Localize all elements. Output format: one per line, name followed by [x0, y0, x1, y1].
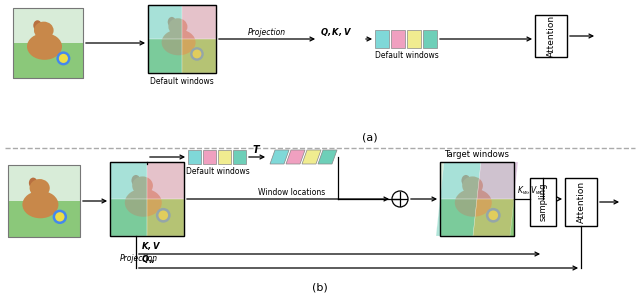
Text: Window locations: Window locations — [259, 188, 326, 197]
Ellipse shape — [29, 179, 50, 197]
Bar — [110, 162, 147, 199]
Bar — [110, 199, 147, 236]
Circle shape — [156, 208, 171, 223]
Ellipse shape — [125, 188, 162, 217]
Text: Default windows: Default windows — [375, 51, 439, 60]
Circle shape — [52, 210, 67, 224]
Bar — [148, 5, 182, 39]
Text: Default windows: Default windows — [150, 77, 214, 86]
Bar — [218, 150, 231, 164]
Text: $\bfit{Q_w}$: $\bfit{Q_w}$ — [141, 253, 156, 266]
Bar — [148, 39, 182, 73]
Text: sampling: sampling — [538, 183, 547, 221]
Polygon shape — [473, 199, 514, 236]
Ellipse shape — [29, 178, 38, 188]
Bar — [110, 162, 184, 236]
Bar — [147, 199, 184, 236]
Circle shape — [59, 54, 68, 63]
Bar — [110, 203, 184, 236]
Bar — [8, 165, 80, 201]
Bar — [182, 39, 216, 73]
Bar — [440, 162, 514, 199]
Ellipse shape — [132, 176, 153, 195]
Circle shape — [486, 208, 500, 223]
Bar — [110, 162, 184, 236]
Ellipse shape — [22, 191, 58, 218]
Ellipse shape — [168, 18, 188, 35]
Circle shape — [392, 191, 408, 207]
Bar — [565, 178, 597, 226]
Bar — [148, 5, 216, 73]
Bar — [147, 162, 184, 199]
Polygon shape — [477, 162, 518, 199]
Polygon shape — [440, 162, 481, 199]
Text: $\bfit{Q, K, V}$: $\bfit{Q, K, V}$ — [320, 26, 352, 38]
Ellipse shape — [161, 30, 196, 55]
Ellipse shape — [33, 20, 42, 31]
Bar — [391, 30, 405, 48]
Bar — [203, 150, 216, 164]
Bar — [8, 165, 80, 237]
Text: Attention: Attention — [577, 181, 586, 223]
Bar — [13, 46, 83, 78]
Bar — [423, 30, 437, 48]
Polygon shape — [318, 150, 337, 164]
Bar — [110, 162, 184, 236]
Bar — [13, 8, 83, 78]
Ellipse shape — [168, 17, 176, 27]
Bar — [188, 150, 201, 164]
Ellipse shape — [455, 188, 492, 217]
Ellipse shape — [131, 175, 140, 186]
Text: Target windows: Target windows — [445, 150, 509, 159]
Bar — [148, 5, 216, 39]
Bar — [110, 162, 184, 199]
Bar — [440, 162, 514, 236]
Ellipse shape — [34, 22, 54, 39]
Polygon shape — [286, 150, 305, 164]
Circle shape — [193, 49, 202, 58]
Text: $K_w, V_w$: $K_w, V_w$ — [517, 185, 542, 197]
Polygon shape — [302, 150, 321, 164]
Bar — [530, 178, 556, 226]
Bar — [375, 30, 389, 48]
Bar — [148, 42, 216, 73]
Bar — [148, 5, 216, 73]
Bar — [440, 203, 514, 236]
Circle shape — [159, 210, 168, 220]
Bar — [13, 8, 83, 43]
Bar — [440, 162, 514, 236]
Bar — [148, 5, 216, 73]
Circle shape — [56, 52, 70, 65]
Bar — [407, 30, 421, 48]
Text: $\bfit{T}$: $\bfit{T}$ — [252, 143, 262, 155]
Bar — [13, 8, 83, 78]
Text: (b): (b) — [312, 282, 328, 292]
Circle shape — [190, 47, 204, 61]
Circle shape — [55, 212, 65, 221]
Bar — [233, 150, 246, 164]
Ellipse shape — [461, 175, 470, 186]
Bar — [8, 205, 80, 237]
Text: Attention: Attention — [547, 15, 556, 57]
Bar — [182, 5, 216, 39]
Text: $\bfit{K, V}$: $\bfit{K, V}$ — [141, 240, 161, 252]
Text: (a): (a) — [362, 132, 378, 142]
Circle shape — [488, 210, 498, 220]
Text: Projection: Projection — [120, 254, 158, 263]
Polygon shape — [270, 150, 289, 164]
Text: Default windows: Default windows — [186, 167, 250, 176]
Ellipse shape — [27, 33, 62, 60]
Bar — [440, 162, 514, 236]
Ellipse shape — [462, 176, 483, 195]
Bar — [8, 165, 80, 237]
Polygon shape — [436, 199, 477, 236]
Bar — [535, 15, 567, 57]
Text: Projection: Projection — [248, 28, 286, 37]
